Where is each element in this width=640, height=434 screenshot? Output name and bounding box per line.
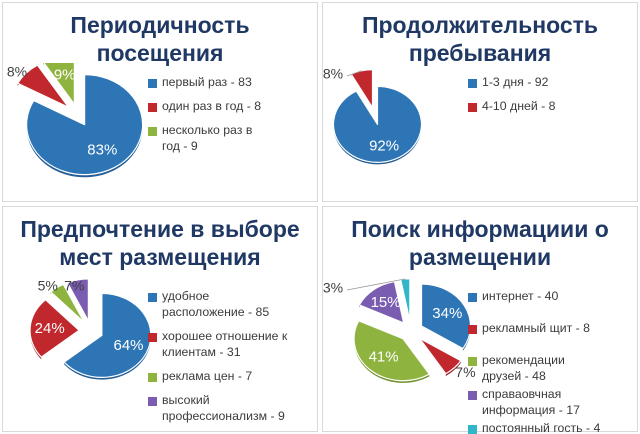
svg-text:15%: 15% [371,294,401,311]
svg-text:8%: 8% [7,64,27,80]
svg-text:5%: 5% [38,278,58,294]
svg-text:83%: 83% [87,141,117,158]
svg-text:24%: 24% [35,320,65,337]
svg-text:64%: 64% [113,337,143,354]
svg-text:34%: 34% [432,305,462,322]
svg-text:8%: 8% [323,66,343,82]
svg-text:41%: 41% [369,349,399,366]
svg-text:7%: 7% [64,278,84,294]
svg-text:9%: 9% [54,66,76,83]
svg-text:3%: 3% [323,280,343,296]
svg-text:92%: 92% [369,137,399,154]
